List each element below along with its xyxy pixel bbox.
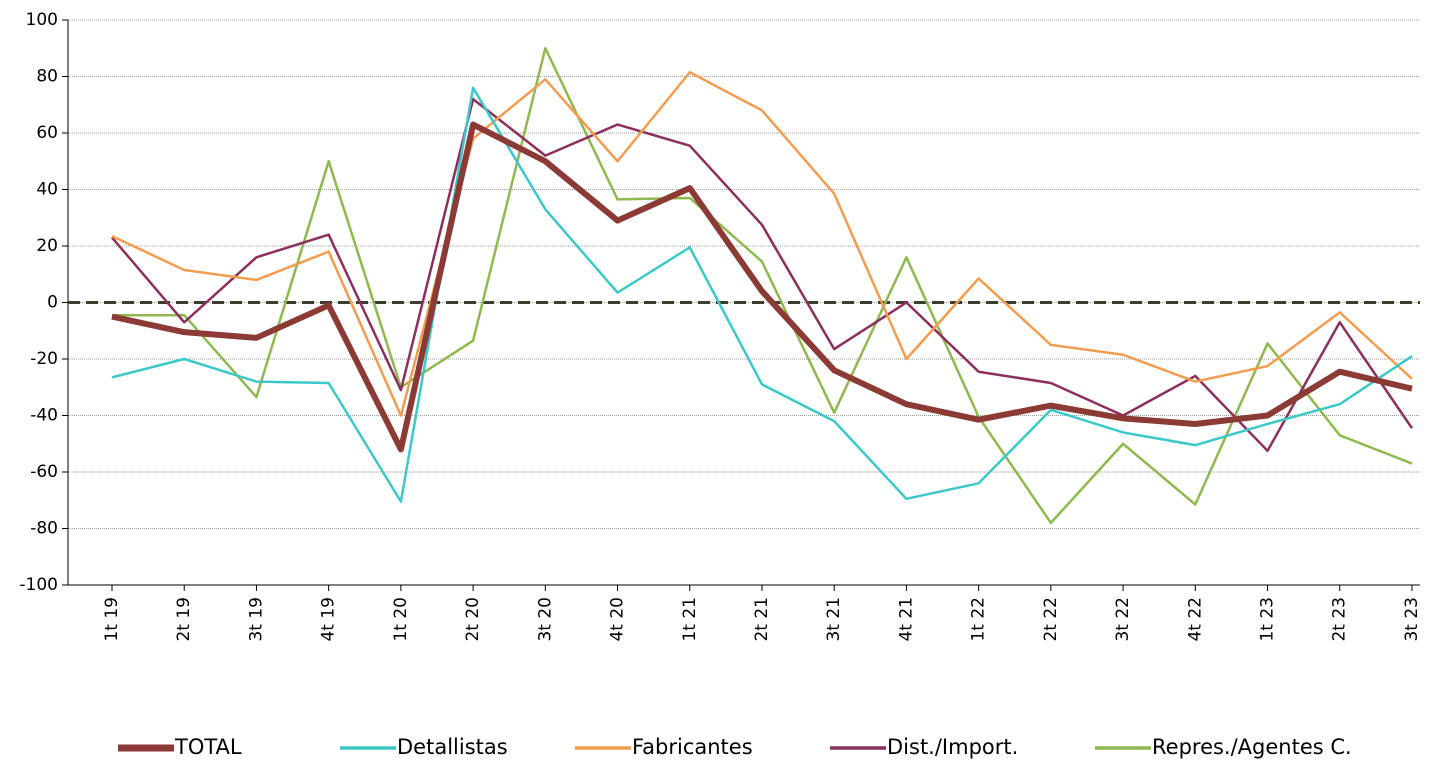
y-tick-label: -20 (30, 349, 58, 369)
x-tick-label: 3t 21 (824, 597, 844, 642)
y-tick-label: 0 (47, 293, 58, 313)
x-tick-label: 3t 20 (535, 597, 555, 642)
y-tick-label: -100 (19, 575, 58, 595)
y-tick-label: 60 (36, 123, 58, 143)
series-line (112, 47, 1413, 525)
series-line (111, 86, 1413, 503)
legend-label: TOTAL (174, 735, 242, 759)
x-tick-label: 3t 22 (1113, 597, 1133, 642)
y-tick-label: 40 (36, 180, 58, 200)
y-tick-label: 100 (26, 10, 58, 30)
x-tick-label: 1t 23 (1258, 597, 1278, 642)
x-tick-label: 2t 21 (752, 597, 772, 642)
legend-label: Repres./Agentes C. (1152, 735, 1352, 759)
x-tick-label: 2t 22 (1041, 597, 1061, 642)
y-tick-label: -60 (30, 462, 58, 482)
legend-label: Fabricantes (632, 735, 753, 759)
x-tick-label: 3t 19 (246, 597, 266, 642)
legend-label: Detallistas (397, 735, 508, 759)
x-tick-label: 1t 19 (102, 597, 122, 642)
x-tick-label: 3t 23 (1402, 597, 1422, 642)
x-tick-label: 2t 19 (174, 597, 194, 642)
y-tick-label: -80 (30, 519, 58, 539)
x-tick-label: 2t 20 (463, 597, 483, 642)
x-tick-label: 4t 21 (896, 597, 916, 642)
series-line (111, 71, 1413, 417)
x-tick-label: 1t 22 (969, 597, 989, 642)
x-tick-label: 4t 19 (319, 597, 339, 642)
y-tick-label: 20 (36, 236, 58, 256)
legend-label: Dist./Import. (887, 735, 1018, 759)
x-tick-label: 1t 20 (391, 597, 411, 642)
y-tick-label: 80 (36, 67, 58, 87)
x-tick-label: 1t 21 (680, 597, 700, 642)
y-tick-label: -40 (30, 406, 58, 426)
x-tick-label: 4t 20 (608, 597, 628, 642)
x-tick-label: 4t 22 (1185, 597, 1205, 642)
x-tick-label: 2t 23 (1330, 597, 1350, 642)
series-line (111, 97, 1413, 453)
series-line (111, 121, 1413, 453)
